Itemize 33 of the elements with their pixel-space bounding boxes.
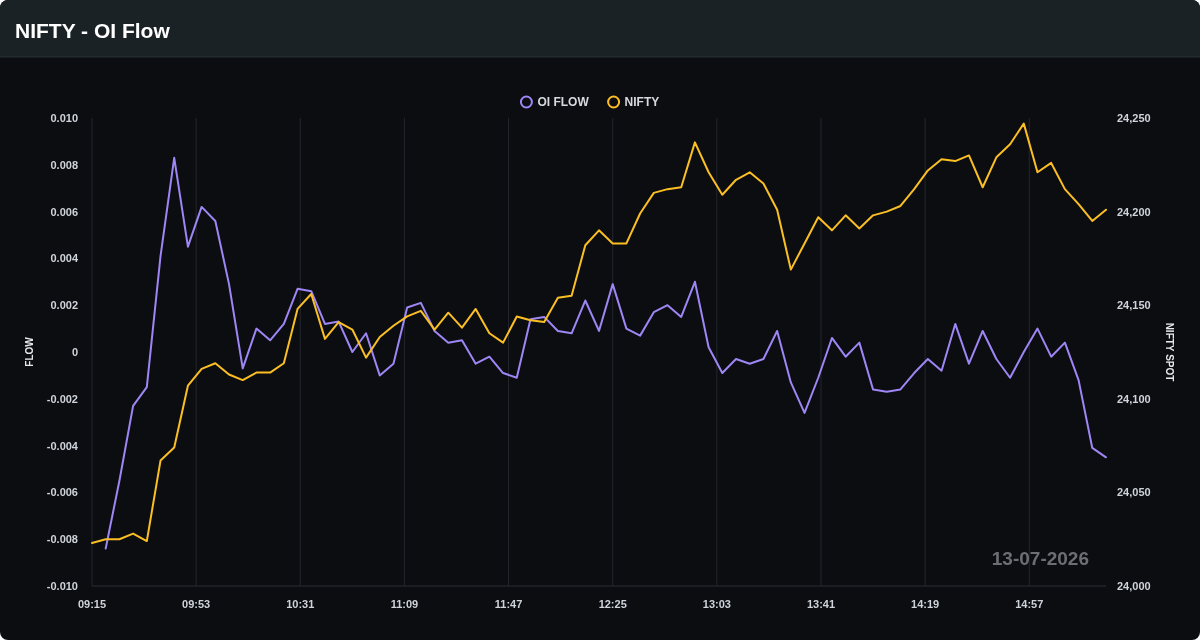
- y-tick-label: -0.004: [46, 439, 79, 452]
- y-tick-label: 0.004: [50, 252, 79, 265]
- y-axis-title: FLOW: [24, 336, 35, 367]
- x-tick-label: 11:47: [494, 598, 523, 610]
- x-tick-label: 12:25: [598, 598, 627, 610]
- y-tick-label: 0.006: [50, 205, 78, 218]
- annotation: 13-07-2026: [991, 548, 1089, 569]
- y-tick-label: 0.008: [50, 158, 78, 171]
- x-tick-label: 10:31: [286, 598, 315, 610]
- y-tick-label: 0: [71, 346, 78, 358]
- x-tick-label: 13:03: [702, 598, 731, 610]
- y-tick-label: -0.006: [46, 486, 78, 499]
- y2-tick-label: 24,200: [1117, 205, 1151, 218]
- y-tick-label: -0.010: [46, 580, 78, 592]
- chart-title: NIFTY - OI Flow: [15, 19, 171, 42]
- x-tick-label: 09:15: [77, 598, 107, 610]
- y2-axis-title: NIFTY SPOT: [1164, 322, 1175, 382]
- y-tick-label: 0.010: [50, 112, 78, 124]
- y-tick-label: -0.008: [46, 533, 78, 546]
- legend-label: OI FLOW: [537, 95, 590, 109]
- x-tick-label: 14:19: [911, 598, 940, 610]
- x-tick-label: 14:57: [1015, 598, 1044, 610]
- y2-tick-label: 24,150: [1117, 299, 1151, 312]
- y2-tick-label: 24,050: [1117, 486, 1151, 499]
- y-tick-label: -0.002: [46, 392, 78, 405]
- x-tick-label: 13:41: [806, 598, 836, 610]
- legend-label: NIFTY: [624, 95, 660, 109]
- x-tick-label: 11:09: [390, 598, 419, 610]
- y2-tick-label: 24,250: [1117, 112, 1151, 124]
- y2-tick-label: 24,000: [1117, 580, 1151, 592]
- y2-tick-label: 24,100: [1117, 392, 1151, 405]
- y-tick-label: 0.002: [50, 299, 78, 312]
- x-tick-label: 09:53: [182, 598, 211, 610]
